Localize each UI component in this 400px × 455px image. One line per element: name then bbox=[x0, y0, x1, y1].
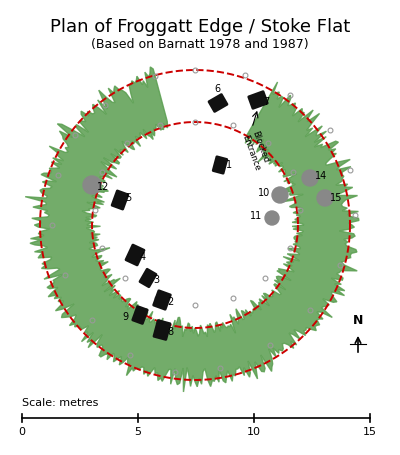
Circle shape bbox=[302, 170, 318, 186]
Text: 3: 3 bbox=[153, 275, 159, 285]
FancyBboxPatch shape bbox=[212, 156, 228, 175]
Text: 1: 1 bbox=[226, 160, 232, 170]
Circle shape bbox=[317, 190, 333, 206]
Text: 2: 2 bbox=[167, 297, 173, 307]
FancyBboxPatch shape bbox=[111, 190, 129, 211]
FancyBboxPatch shape bbox=[247, 90, 269, 110]
FancyBboxPatch shape bbox=[138, 268, 158, 288]
Circle shape bbox=[272, 187, 288, 203]
Text: 15: 15 bbox=[330, 193, 342, 203]
Text: 10: 10 bbox=[247, 427, 261, 437]
FancyBboxPatch shape bbox=[152, 289, 172, 311]
Circle shape bbox=[83, 176, 101, 194]
Text: 9: 9 bbox=[122, 312, 128, 322]
Polygon shape bbox=[25, 67, 359, 392]
Text: 5: 5 bbox=[125, 193, 131, 203]
FancyBboxPatch shape bbox=[153, 319, 171, 341]
Text: N: N bbox=[353, 314, 363, 327]
FancyBboxPatch shape bbox=[125, 244, 145, 266]
Text: 10: 10 bbox=[258, 188, 270, 198]
Circle shape bbox=[265, 211, 279, 225]
FancyBboxPatch shape bbox=[131, 305, 149, 325]
Text: Scale: metres: Scale: metres bbox=[22, 398, 98, 408]
Text: 14: 14 bbox=[315, 171, 327, 181]
Text: 11: 11 bbox=[250, 211, 262, 221]
Text: 8: 8 bbox=[167, 327, 173, 337]
Text: 4: 4 bbox=[140, 252, 146, 262]
Text: 7: 7 bbox=[263, 97, 269, 107]
Text: 0: 0 bbox=[18, 427, 26, 437]
Text: 6: 6 bbox=[214, 84, 220, 94]
Text: Blocked
Entrance: Blocked Entrance bbox=[240, 130, 271, 172]
Text: 5: 5 bbox=[134, 427, 142, 437]
Text: Plan of Froggatt Edge / Stoke Flat: Plan of Froggatt Edge / Stoke Flat bbox=[50, 18, 350, 36]
FancyBboxPatch shape bbox=[208, 93, 228, 113]
Text: 12: 12 bbox=[97, 182, 109, 192]
Text: 15: 15 bbox=[363, 427, 377, 437]
Text: (Based on Barnatt 1978 and 1987): (Based on Barnatt 1978 and 1987) bbox=[91, 38, 309, 51]
